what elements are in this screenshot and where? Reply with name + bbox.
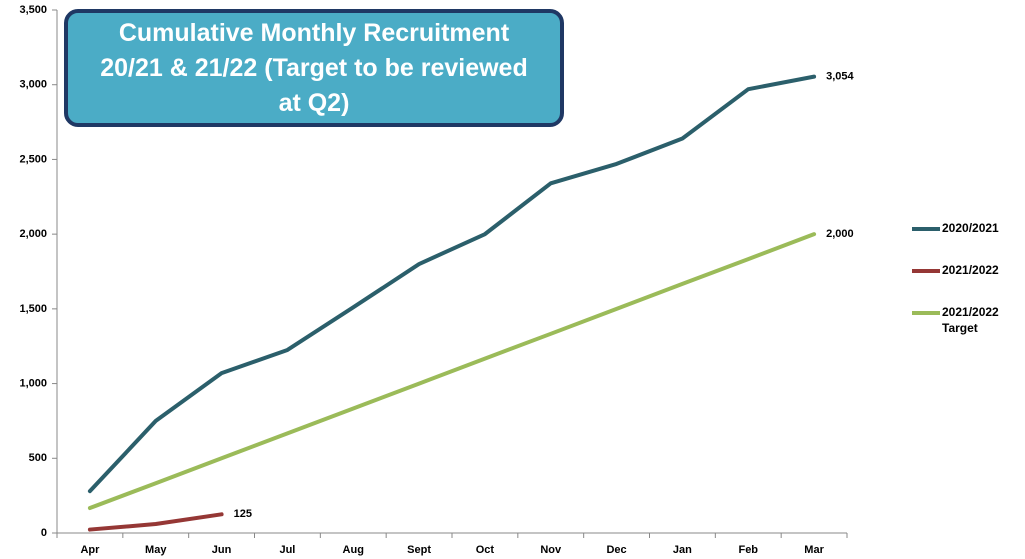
series-line: [87, 74, 817, 494]
x-tick-label: Mar: [804, 544, 824, 556]
legend-label: 2020/2021: [942, 221, 999, 235]
y-tick-label: 3,000: [19, 79, 47, 91]
x-tick-label: Sept: [407, 544, 431, 556]
y-tick-label: 500: [29, 452, 47, 464]
x-tick-label: Feb: [738, 544, 758, 556]
x-tick-label: May: [145, 544, 167, 556]
x-tick-label: Dec: [606, 544, 626, 556]
chart-title: Cumulative Monthly Recruitment 20/21 & 2…: [64, 9, 564, 127]
x-tick-label: Jul: [279, 544, 295, 556]
x-tick-label: Nov: [540, 544, 562, 556]
y-tick-label: 2,500: [19, 153, 47, 165]
y-tick-label: 1,000: [19, 377, 47, 389]
data-label: 125: [234, 508, 252, 520]
data-label: 2,000: [826, 228, 854, 240]
legend-swatch: [912, 269, 940, 273]
legend-item: 2021/2022: [912, 262, 1022, 278]
legend-label: 2021/2022 Target: [942, 305, 999, 335]
x-tick-label: Apr: [80, 544, 100, 556]
y-tick-label: 3,500: [19, 4, 47, 16]
series-line: [87, 512, 224, 532]
x-tick-label: Jun: [212, 544, 232, 556]
x-tick-label: Jan: [673, 544, 692, 556]
y-tick-label: 1,500: [19, 303, 47, 315]
legend-swatch: [912, 311, 940, 315]
legend-item: 2020/2021: [912, 220, 1022, 236]
y-tick-label: 2,000: [19, 228, 47, 240]
series-line: [87, 232, 817, 511]
x-tick-label: Oct: [476, 544, 495, 556]
legend-item: 2021/2022 Target: [912, 304, 1022, 336]
data-label: 3,054: [826, 71, 854, 83]
legend-label: 2021/2022: [942, 263, 999, 277]
x-tick-label: Aug: [343, 544, 364, 556]
y-tick-label: 0: [41, 527, 47, 539]
legend-swatch: [912, 227, 940, 231]
